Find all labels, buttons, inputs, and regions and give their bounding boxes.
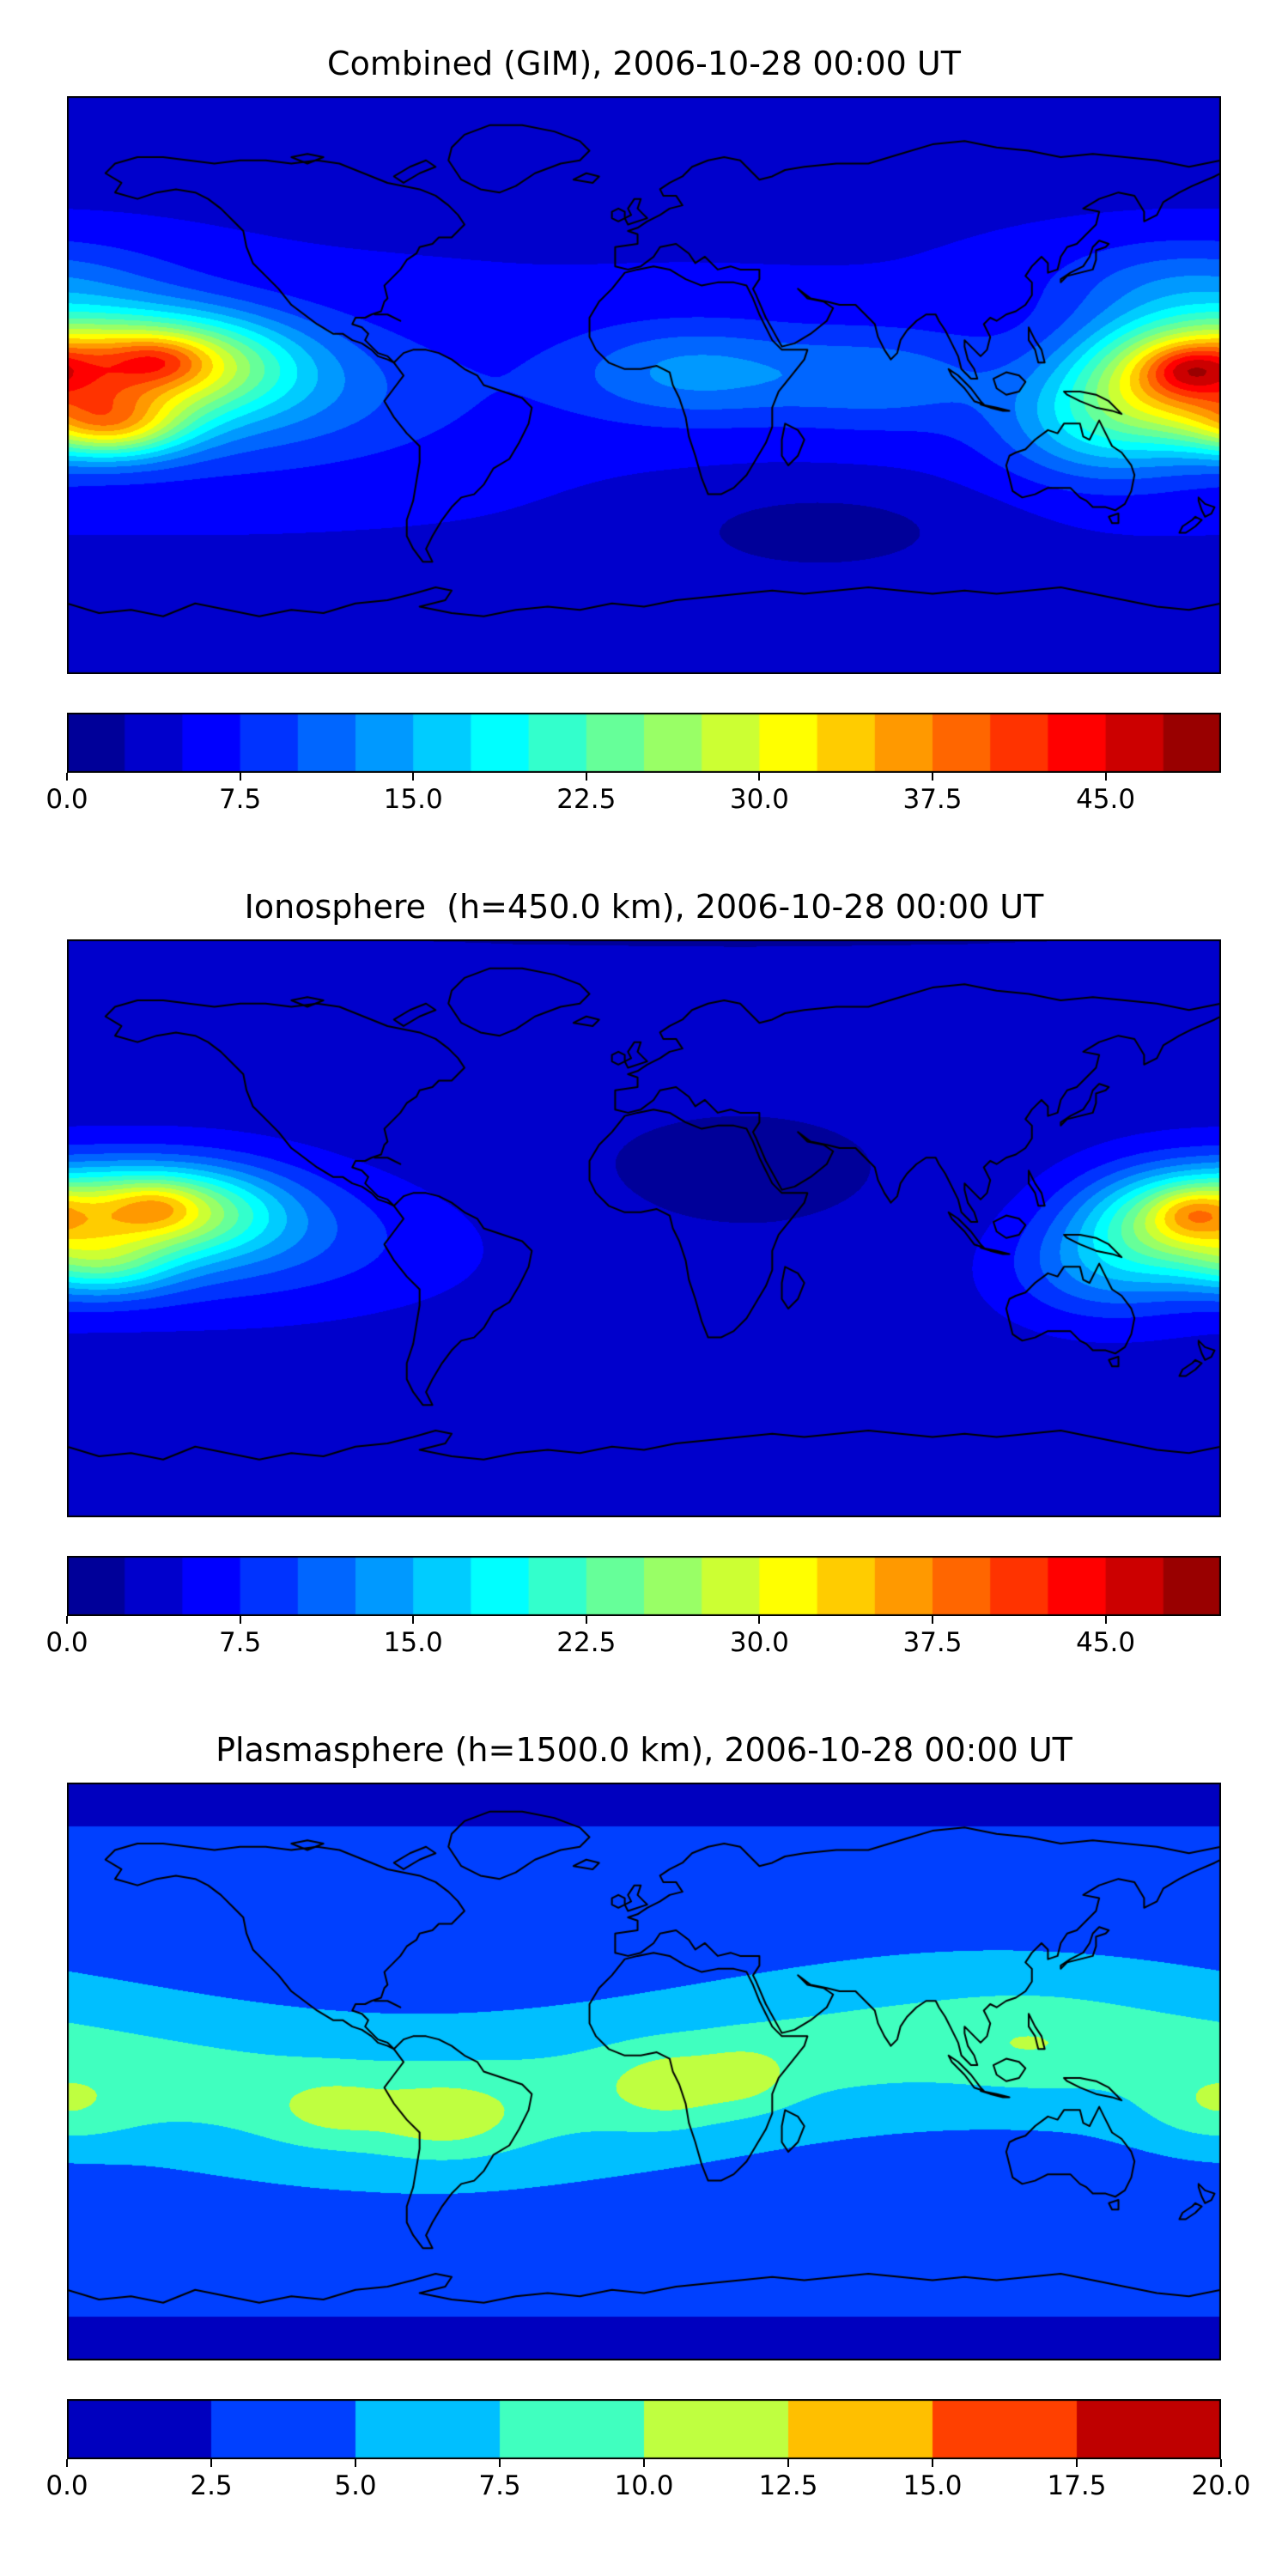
colorbar-tickmark <box>210 2459 212 2467</box>
colorbar-tick-label: 30.0 <box>729 1627 789 1658</box>
colorbar-tickmark <box>1104 773 1107 781</box>
colorbar-tick-label: 22.5 <box>556 1627 617 1658</box>
colorbar-tick-label: 7.5 <box>218 1627 262 1658</box>
panel-ionosphere: Ionosphere (h=450.0 km), 2006-10-28 00:0… <box>46 886 1221 1669</box>
world-map-plasmasphere <box>67 1783 1221 2360</box>
colorbar-tickmark <box>758 773 761 781</box>
colorbar-tick-label: 30.0 <box>729 784 789 815</box>
colorbar-tick-label: 17.5 <box>1047 2470 1107 2501</box>
colorbar-tickmark <box>932 773 933 781</box>
colorbar-tickmark <box>412 773 415 781</box>
colorbar-tickmark <box>1076 2459 1078 2467</box>
colorbar-tick-label: 5.0 <box>334 2470 377 2501</box>
colorbar-tick-label: 45.0 <box>1076 1627 1136 1658</box>
colorbar-tickmark <box>932 2459 933 2467</box>
colorbar-tick-label: 22.5 <box>556 784 617 815</box>
colorbar-gradient-plasmasphere <box>67 2399 1221 2459</box>
colorbar-ticks-plasmasphere: 0.0 2.5 5.0 7.5 10.0 12.5 15.0 17.5 20.0 <box>46 2459 1251 2512</box>
colorbar-tick-label: 37.5 <box>902 1627 963 1658</box>
colorbar-tickmark <box>66 1616 68 1624</box>
colorbar-tick-label: 20.0 <box>1191 2470 1251 2501</box>
colorbar-tick-label: 15.0 <box>383 1627 443 1658</box>
colorbar-tick-label: 37.5 <box>902 784 963 815</box>
colorbar-tick-label: 0.0 <box>46 2470 88 2501</box>
world-map-combined <box>67 96 1221 674</box>
colorbar-tick-label: 2.5 <box>190 2470 233 2501</box>
colorbar-tickmark <box>585 773 587 781</box>
panel-title-combined: Combined (GIM), 2006-10-28 00:00 UT <box>327 45 961 82</box>
colorbar-gradient-combined <box>67 713 1221 773</box>
colorbar-tick-label: 0.0 <box>46 1627 88 1658</box>
colorbar-tickmark <box>239 1616 241 1624</box>
panel-plasmasphere: Plasmasphere (h=1500.0 km), 2006-10-28 0… <box>46 1729 1251 2512</box>
panel-title-plasmasphere: Plasmasphere (h=1500.0 km), 2006-10-28 0… <box>216 1731 1072 1769</box>
colorbar-tick-label: 15.0 <box>383 784 443 815</box>
colorbar-tickmark <box>932 1616 933 1624</box>
colorbar-tickmark <box>66 2459 68 2467</box>
colorbar-tick-label: 12.5 <box>758 2470 818 2501</box>
colorbar-tickmark <box>585 1616 587 1624</box>
colorbar-tickmark <box>1104 1616 1107 1624</box>
panel-title-ionosphere: Ionosphere (h=450.0 km), 2006-10-28 00:0… <box>244 888 1044 926</box>
colorbar-tick-label: 45.0 <box>1076 784 1136 815</box>
colorbar-gradient-ionosphere <box>67 1556 1221 1616</box>
colorbar-combined: 0.0 7.5 15.0 22.5 30.0 37.5 45.0 <box>46 713 1221 826</box>
colorbar-tickmark <box>787 2459 789 2467</box>
colorbar-tick-label: 7.5 <box>218 784 262 815</box>
colorbar-plasmasphere: 0.0 2.5 5.0 7.5 10.0 12.5 15.0 17.5 20.0 <box>46 2399 1251 2512</box>
colorbar-tick-label: 10.0 <box>614 2470 674 2501</box>
colorbar-tickmark <box>1220 2459 1222 2467</box>
colorbar-tickmark <box>643 2459 645 2467</box>
colorbar-tickmark <box>355 2459 356 2467</box>
colorbar-tick-label: 0.0 <box>46 784 88 815</box>
colorbar-tickmark <box>758 1616 761 1624</box>
colorbar-tickmark <box>499 2459 501 2467</box>
colorbar-tick-label: 15.0 <box>902 2470 963 2501</box>
colorbar-ticks-ionosphere: 0.0 7.5 15.0 22.5 30.0 37.5 45.0 <box>46 1616 1221 1669</box>
panel-combined-gim: Combined (GIM), 2006-10-28 00:00 UT 0.0 7… <box>46 43 1221 826</box>
colorbar-tick-label: 7.5 <box>478 2470 521 2501</box>
world-map-ionosphere <box>67 939 1221 1517</box>
figure-page: Combined (GIM), 2006-10-28 00:00 UT 0.0 7… <box>46 43 1251 2512</box>
colorbar-tickmark <box>66 773 68 781</box>
colorbar-tickmark <box>412 1616 415 1624</box>
colorbar-tickmark <box>239 773 241 781</box>
colorbar-ticks-combined: 0.0 7.5 15.0 22.5 30.0 37.5 45.0 <box>46 773 1221 826</box>
colorbar-ionosphere: 0.0 7.5 15.0 22.5 30.0 37.5 45.0 <box>46 1556 1221 1669</box>
